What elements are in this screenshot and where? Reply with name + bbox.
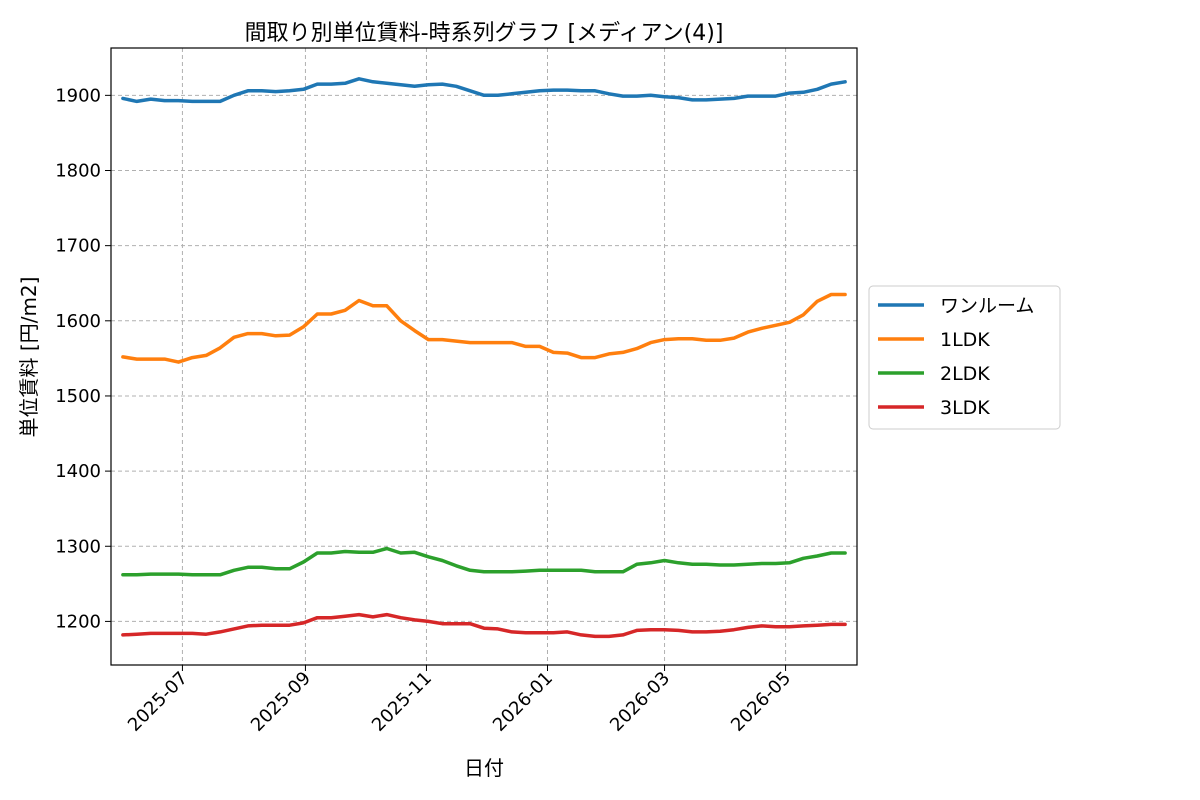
y-tick-label: 1400 [55, 461, 101, 482]
y-tick-label: 1200 [55, 611, 101, 632]
legend-label: 3LDK [940, 397, 990, 419]
x-tick-label: 2026-03 [606, 668, 674, 736]
x-tick-label: 2025-11 [368, 668, 436, 736]
chart-title: 間取り別単位賃料-時系列グラフ [メディアン(4)] [245, 21, 724, 46]
y-tick-label: 1700 [55, 236, 101, 257]
series-line-2LDK [121, 546, 847, 577]
legend-label: 1LDK [940, 329, 990, 351]
legend-label: 2LDK [940, 363, 990, 385]
y-axis: 1200 1300 1400 1500 1600 1700 1800 1900 [55, 85, 111, 632]
legend-box [868, 285, 1061, 430]
y-tick-label: 1500 [55, 386, 101, 407]
x-axis: 2025-07 2025-09 2025-11 2026-01 2026-03 2026-… [124, 665, 795, 736]
x-tick-label: 2026-05 [727, 668, 795, 736]
series-line-3LDK [121, 612, 847, 639]
y-axis-label: 単位賃料 [円/m2] [17, 277, 41, 438]
y-tick-label: 1800 [55, 160, 101, 181]
series-layer [121, 77, 847, 639]
y-tick-label: 1300 [55, 536, 101, 557]
legend: ワンルーム 1LDK 2LDK 3LDK [868, 285, 1061, 430]
x-tick-label: 2025-09 [247, 668, 315, 736]
series-line-1LDK [121, 292, 847, 364]
y-tick-label: 1600 [55, 311, 101, 332]
x-tick-label: 2026-01 [489, 668, 557, 736]
series-line-ワンルーム [121, 77, 847, 104]
x-axis-label: 日付 [464, 756, 504, 780]
y-tick-label: 1900 [55, 85, 101, 106]
plot-frame [110, 47, 858, 666]
x-tick-label: 2025-07 [124, 668, 192, 736]
legend-label: ワンルーム [940, 295, 1034, 317]
